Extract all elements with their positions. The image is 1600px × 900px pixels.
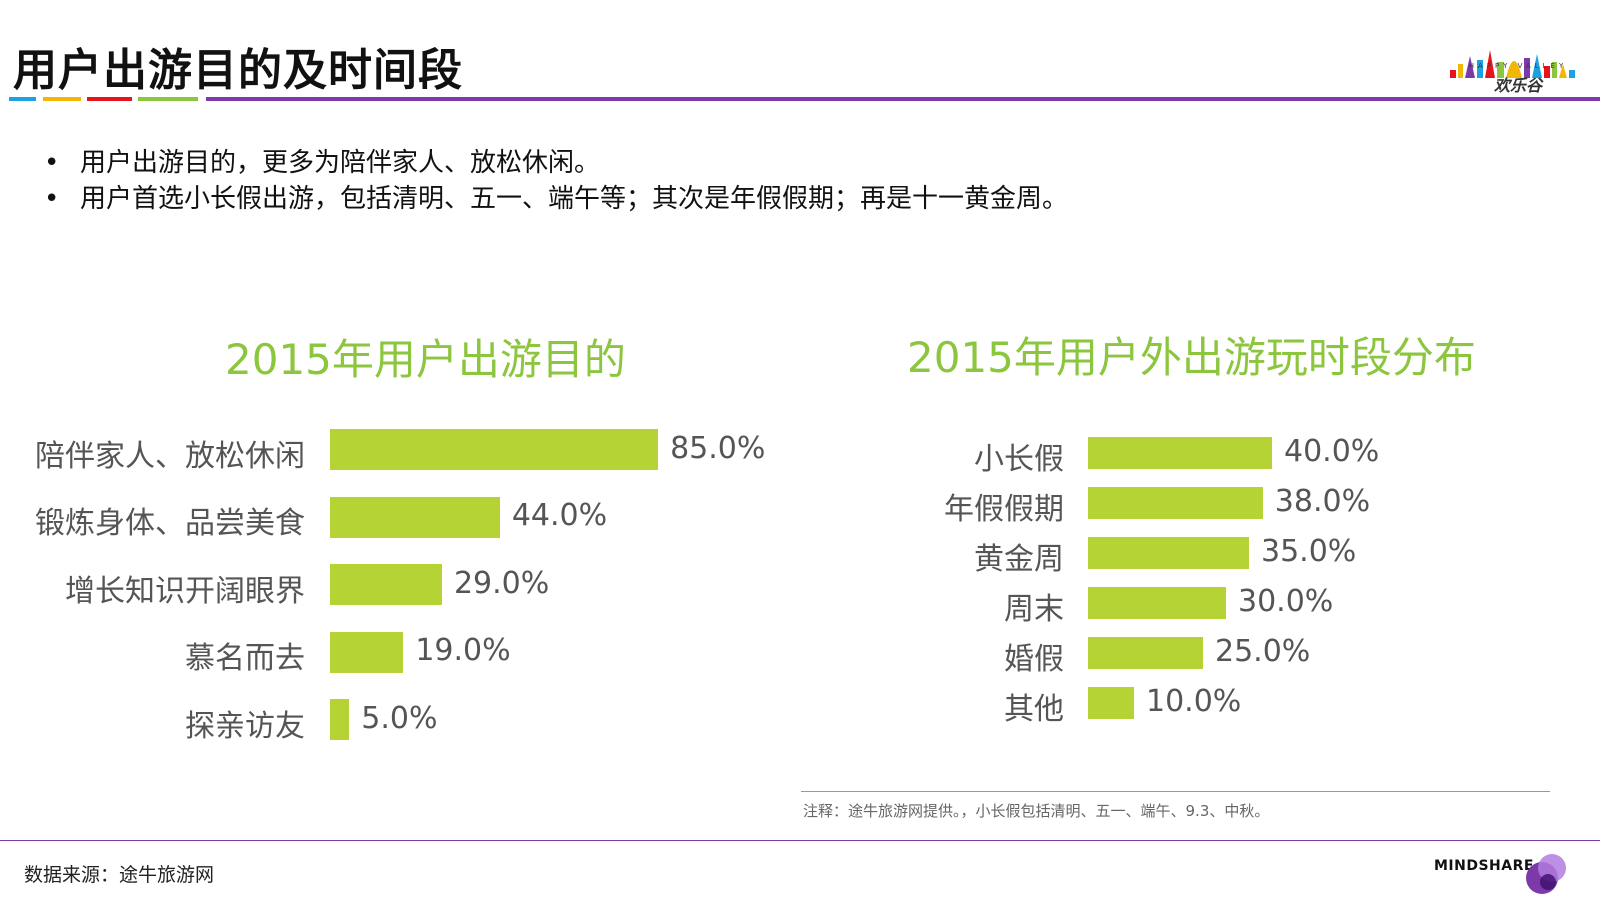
- mindshare-logo-icon: [1526, 854, 1566, 894]
- data-label: 5.0%: [361, 700, 438, 736]
- data-label: 10.0%: [1146, 684, 1242, 719]
- category-label: 陪伴家人、放松休闲: [35, 438, 305, 474]
- data-label: 19.0%: [415, 633, 511, 668]
- data-label: 29.0%: [453, 565, 550, 601]
- mindshare-logo-text: MINDSHARE: [1434, 858, 1534, 874]
- category-label: 锻炼身体、品尝美食: [35, 506, 305, 541]
- bar: [1088, 537, 1249, 569]
- page-title: 用户出游目的及时间段: [13, 45, 463, 96]
- header-divider: [206, 97, 1600, 101]
- bar: [330, 564, 442, 605]
- chart-title: 2015年用户出游目的: [225, 335, 626, 384]
- bar: [330, 699, 350, 740]
- data-label: 30.0%: [1238, 584, 1334, 619]
- data-label: 35.0%: [1261, 534, 1357, 569]
- bullet-dot-icon: •: [44, 148, 60, 178]
- bullet-text: 用户出游目的，更多为陪伴家人、放松休闲。: [80, 148, 601, 178]
- bullet-text: 用户首选小长假出游，包括清明、五一、端午等；其次是年假假期；再是十一黄金周。: [80, 184, 1069, 214]
- bar: [1088, 487, 1263, 519]
- bar: [1088, 437, 1272, 469]
- accent-segment-blue: [9, 97, 36, 101]
- category-label: 探亲访友: [185, 708, 305, 744]
- bar: [1088, 687, 1134, 719]
- category-label: 黄金周: [974, 542, 1064, 577]
- footer-divider: [0, 840, 1600, 841]
- bar: [1088, 587, 1226, 619]
- happy-valley-logo-icon: [1450, 50, 1575, 78]
- bullet-item: • 用户首选小长假出游，包括清明、五一、端午等；其次是年假假期；再是十一黄金周。: [44, 178, 1068, 215]
- accent-segment-red: [87, 97, 132, 101]
- category-label: 慕名而去: [185, 641, 305, 676]
- bar: [330, 631, 404, 673]
- logo-chinese-name: 欢乐谷: [1493, 76, 1542, 95]
- accent-segment-green: [138, 97, 198, 101]
- data-source: 数据来源：途牛旅游网: [24, 864, 215, 886]
- category-label: 小长假: [974, 442, 1064, 477]
- data-label: 38.0%: [1274, 484, 1371, 519]
- bar: [330, 429, 659, 470]
- category-label: 婚假: [1004, 642, 1064, 677]
- note-divider: [801, 791, 1550, 792]
- bullet-item: • 用户出游目的，更多为陪伴家人、放松休闲。: [44, 142, 600, 179]
- data-label: 85.0%: [670, 430, 766, 466]
- category-label: 其他: [1004, 692, 1064, 727]
- category-label: 周末: [1004, 592, 1064, 627]
- chart-title: 2015年用户外出游玩时段分布: [907, 333, 1476, 382]
- category-label: 年假假期: [944, 492, 1064, 527]
- bullet-dot-icon: •: [44, 184, 60, 214]
- data-label: 44.0%: [511, 498, 608, 533]
- bar: [1088, 637, 1203, 669]
- chart-note: 注释：途牛旅游网提供。，小长假包括清明、五一、端午、9.3、中秋。: [803, 802, 1270, 820]
- data-label: 40.0%: [1284, 434, 1380, 469]
- bar: [330, 496, 500, 538]
- category-label: 增长知识开阔眼界: [65, 573, 305, 609]
- logo-subtitle: HAPPY VALLEY: [1468, 62, 1568, 70]
- accent-segment-yellow: [43, 97, 81, 101]
- data-label: 25.0%: [1215, 634, 1311, 669]
